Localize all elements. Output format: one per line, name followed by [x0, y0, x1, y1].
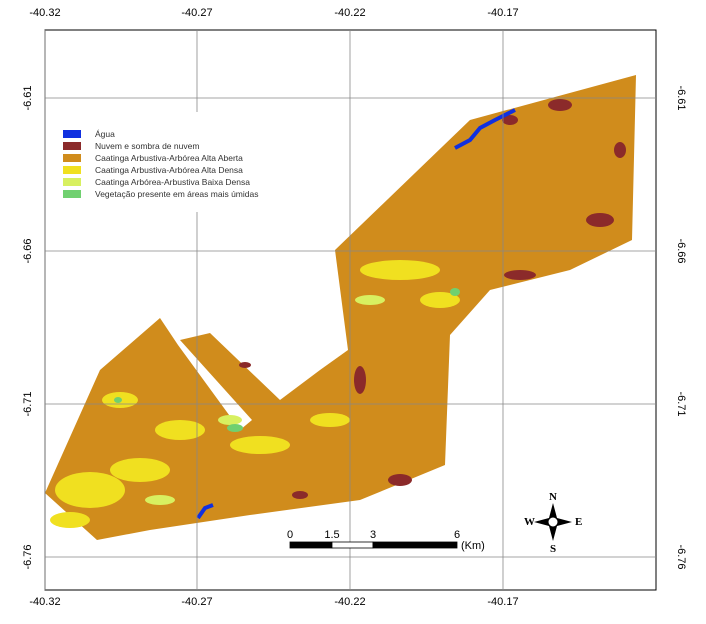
- lat-label: -6.61: [675, 85, 687, 110]
- lon-label: -40.22: [334, 7, 365, 19]
- legend-swatch: [63, 190, 81, 198]
- cloud-shadow: [239, 99, 626, 499]
- study-area: [45, 75, 636, 540]
- scale-segment: [289, 541, 333, 549]
- compass-w: W: [524, 516, 535, 528]
- lat-label: -6.66: [675, 238, 687, 263]
- lon-label: -40.27: [181, 596, 212, 608]
- lat-label: -6.76: [22, 544, 34, 569]
- lon-label: -40.27: [181, 7, 212, 19]
- lat-label: -6.66: [22, 238, 34, 263]
- scale-segment: [372, 541, 458, 549]
- lon-label: -40.32: [29, 596, 60, 608]
- legend-box: [52, 112, 277, 212]
- humid-vegetation: [114, 288, 460, 432]
- legend-label: Caatinga Arbustiva-Arbórea Alta Densa: [95, 165, 243, 175]
- scale-bar: 0 1.5 3 6(Km): [287, 529, 485, 552]
- legend-swatch: [63, 178, 81, 186]
- compass-e: E: [575, 516, 582, 528]
- lat-label: -6.61: [22, 85, 34, 110]
- legend-swatch: [63, 154, 81, 162]
- scale-label: 3: [370, 529, 376, 541]
- lat-label: -6.71: [22, 391, 34, 416]
- legend-swatch: [63, 130, 81, 138]
- legend: Água Nuvem e sombra de nuvem Caatinga Arbu…: [52, 112, 277, 212]
- compass-n: N: [549, 491, 557, 503]
- legend-label: Nuvem e sombra de nuvem: [95, 141, 199, 151]
- lon-label: -40.17: [487, 7, 518, 19]
- legend-label: Vegetação presente em áreas mais úmidas: [95, 189, 258, 199]
- lon-label: -40.32: [29, 7, 60, 19]
- river: [454, 108, 516, 150]
- graticule: -40.32 -40.32 -40.27 -40.27 -40.22 -40.22 -40.…: [22, 7, 687, 608]
- compass-s: S: [550, 543, 556, 555]
- scale-segment: [331, 541, 374, 549]
- legend-label: Caatinga Arbustiva-Arbórea Alta Aberta: [95, 153, 243, 163]
- low-caatinga: [145, 295, 385, 505]
- dense-caatinga: [50, 260, 460, 528]
- scale-label: 1.5: [324, 529, 339, 541]
- scale-label: 6: [454, 529, 460, 541]
- lat-label: -6.71: [675, 391, 687, 416]
- legend-label: Caatinga Arbórea-Arbustiva Baixa Densa: [95, 177, 250, 187]
- legend-swatch: [63, 142, 81, 150]
- legend-swatch: [63, 166, 81, 174]
- river: [196, 503, 214, 520]
- scale-unit: (Km): [461, 540, 485, 552]
- compass: N S E W: [524, 491, 582, 555]
- legend-label: Água: [95, 129, 115, 139]
- lat-label: -6.76: [675, 544, 687, 569]
- lon-label: -40.22: [334, 596, 365, 608]
- scale-label: 0: [287, 529, 293, 541]
- lon-label: -40.17: [487, 596, 518, 608]
